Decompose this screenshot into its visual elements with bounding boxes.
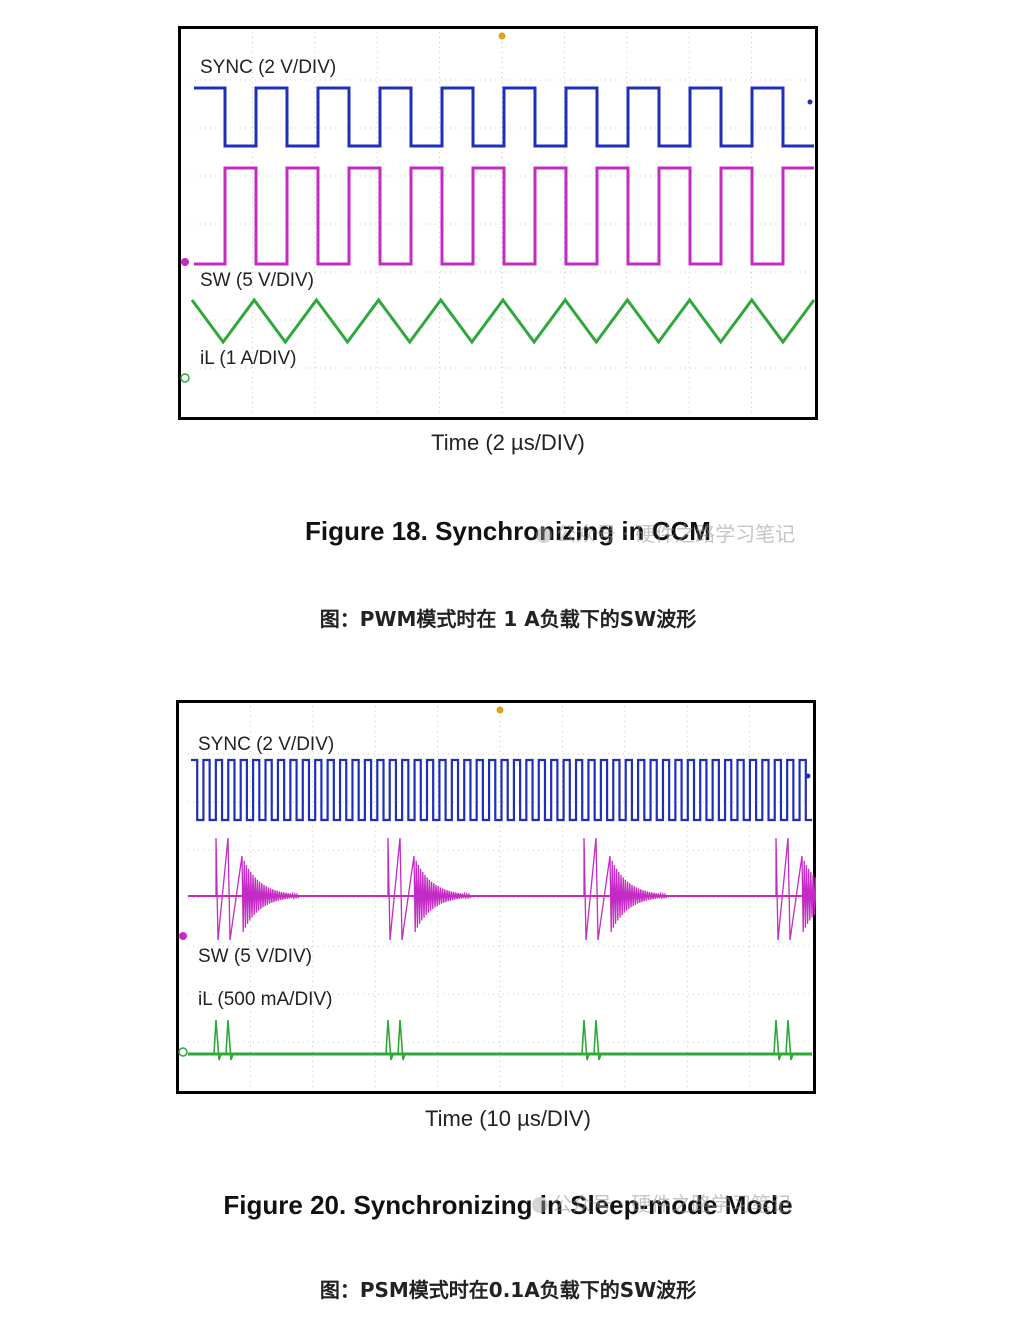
ch3-ground-marker-2: [178, 1047, 188, 1057]
trigger-marker: [496, 706, 504, 714]
ch1-end-marker-1: [807, 99, 813, 105]
sync-label-2: SYNC (2 V/DIV): [198, 734, 334, 755]
ch3-ground-marker-1: [180, 373, 190, 383]
x-axis-label-2: Time (10 µs/DIV): [425, 1106, 591, 1131]
sw-burst-2: [387, 837, 472, 941]
graticule: [190, 32, 814, 416]
scope-plot-1: SYNC (2 V/DIV) SW (5 V/DIV) iL (1 A/DIV): [178, 26, 818, 420]
il-trace-2: [188, 1019, 812, 1061]
sw-label-2: SW (5 V/DIV): [198, 946, 312, 967]
figure-title-2: Figure 20. Synchronizing in Sleep-mode M…: [223, 1190, 793, 1220]
sw-trace-1: [194, 166, 814, 266]
sw-burst-4: [775, 837, 816, 941]
sync-label-1: SYNC (2 V/DIV): [200, 57, 336, 78]
scope-svg-2: SYNC (2 V/DIV) SW (5 V/DIV) iL (500 mA/D…: [176, 700, 816, 1094]
ch1-end-marker-2: [805, 773, 811, 779]
sw-label-1: SW (5 V/DIV): [200, 270, 314, 291]
ch2-ground-marker-2: [179, 932, 187, 940]
il-pulse-4: [773, 1019, 794, 1061]
sync-trace-2: [191, 758, 812, 822]
sync-trace-1: [194, 86, 814, 148]
x-axis-label-1: Time (2 µs/DIV): [431, 430, 585, 455]
scope-plot-2: SYNC (2 V/DIV) SW (5 V/DIV) iL (500 mA/D…: [176, 700, 816, 1094]
graticule: [188, 706, 812, 1090]
il-pulse-3: [581, 1019, 602, 1061]
il-label-2: iL (500 mA/DIV): [198, 989, 332, 1010]
figure-title-1: Figure 18. Synchronizing in CCM: [305, 516, 711, 546]
figure-caption-cn-1: 图：PWM模式时在 1 A负载下的SW波形: [319, 607, 697, 631]
il-pulse-1: [213, 1019, 234, 1061]
scope-svg-1: SYNC (2 V/DIV) SW (5 V/DIV) iL (1 A/DIV): [178, 26, 818, 420]
sw-trace-2: [188, 837, 816, 941]
il-label-1: iL (1 A/DIV): [200, 348, 296, 369]
figure-caption-cn-2: 图：PSM模式时在0.1A负载下的SW波形: [319, 1278, 697, 1302]
sw-burst-3: [583, 837, 668, 941]
trigger-marker: [498, 32, 506, 40]
ch2-ground-marker-1: [181, 258, 189, 266]
sw-burst-1: [215, 837, 300, 941]
il-pulse-2: [385, 1019, 406, 1061]
il-trace-1: [190, 297, 816, 345]
scope-frame: [178, 26, 818, 420]
